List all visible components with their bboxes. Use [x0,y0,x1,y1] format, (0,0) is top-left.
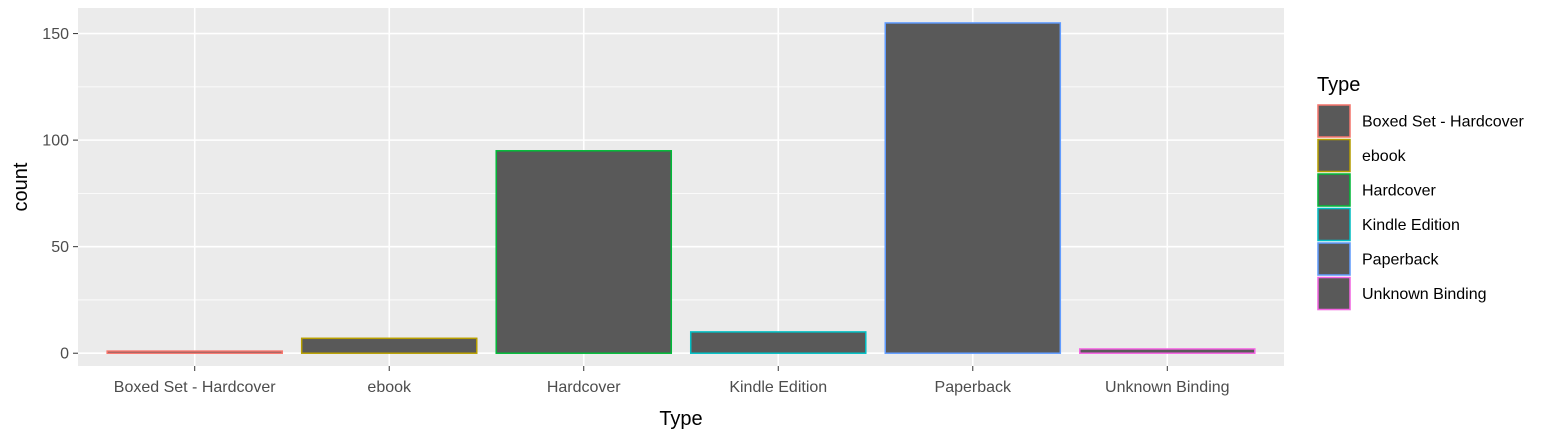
bar [884,22,1062,354]
legend-key [1317,207,1351,242]
bar [300,337,478,354]
bar [1079,348,1256,354]
legend-label: Paperback [1362,252,1439,269]
bar [106,350,283,354]
y-tick-label: 100 [42,133,69,150]
x-tick-label: ebook [367,379,412,396]
x-axis: Boxed Set - Hardcover ebook Hardcover Kindl… [114,366,1230,396]
x-tick-label: Paperback [935,379,1012,396]
x-axis-title: Type [659,408,702,430]
legend-label: Boxed Set - Hardcover [1362,114,1525,131]
legend-key [1317,138,1351,173]
legend-label: ebook [1362,148,1407,165]
bar [495,150,673,354]
legend-key [1317,104,1351,138]
legend-title: Type [1317,74,1360,96]
x-tick-label: Unknown Binding [1105,379,1230,396]
y-tick-label: 150 [42,26,69,43]
legend-key [1317,242,1351,276]
y-axis-title: count [10,162,32,211]
bars [106,22,1256,354]
x-tick-label: Hardcover [547,379,621,396]
legend-key [1317,173,1351,207]
y-tick-label: 50 [51,239,69,256]
y-axis: 0 50 100 150 [42,26,78,363]
legend: Type Boxed Set - Hardcover ebook Hardcover… [1317,74,1525,311]
minor-gridlines [78,86,1284,301]
bar [689,331,867,354]
legend-label: Unknown Binding [1362,286,1487,303]
legend-key [1317,276,1351,311]
y-tick-label: 0 [60,346,69,363]
x-tick-label: Boxed Set - Hardcover [114,379,277,396]
legend-label: Hardcover [1362,183,1436,200]
legend-label: Kindle Edition [1362,217,1460,234]
x-tick-label: Kindle Edition [729,379,827,396]
plot-panel [78,8,1284,366]
